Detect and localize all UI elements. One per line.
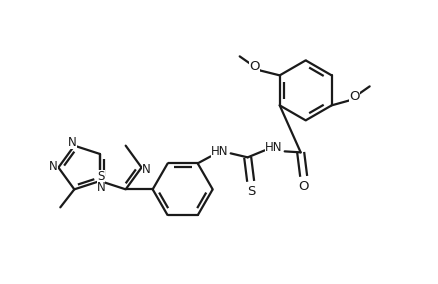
Text: N: N: [49, 160, 58, 173]
Text: O: O: [298, 180, 309, 193]
Text: N: N: [97, 181, 106, 193]
Text: S: S: [97, 170, 105, 183]
Text: O: O: [250, 60, 260, 73]
Text: O: O: [350, 90, 360, 103]
Text: N: N: [142, 163, 151, 176]
Text: HN: HN: [265, 141, 283, 154]
Text: N: N: [68, 136, 77, 149]
Text: HN: HN: [211, 145, 229, 158]
Text: S: S: [247, 185, 256, 198]
